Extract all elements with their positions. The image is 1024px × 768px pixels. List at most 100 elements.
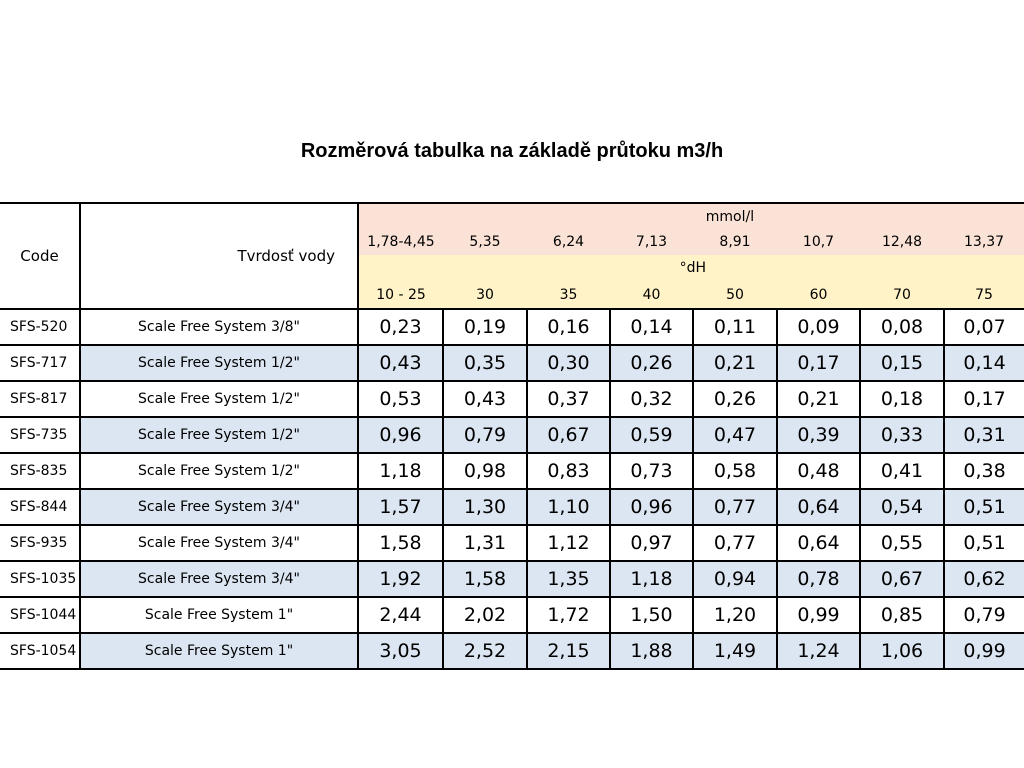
dh-values-row: 10 - 25 30 35 40 50 60 70 75 <box>0 281 1024 309</box>
dh-value-header: 50 <box>693 281 777 309</box>
flow-value-cell: 0,18 <box>859 380 944 417</box>
flow-value-cell: 0,64 <box>776 524 860 561</box>
flow-value-cell: 1,18 <box>609 560 693 597</box>
product-name-cell: Scale Free System 1/2" <box>79 416 358 453</box>
mmol-value-header: 10,7 <box>777 229 860 255</box>
flow-value-cell: 0,67 <box>526 416 610 453</box>
flow-value-cell: 0,39 <box>776 416 860 453</box>
sizing-table-container: Code Tvrdosť vody mmol/l 1,78-4,45 5,35 6,… <box>0 202 1024 670</box>
flow-value-cell: 1,57 <box>357 488 443 525</box>
flow-value-cell: 0,17 <box>776 344 860 381</box>
flow-value-cell: 3,05 <box>357 632 443 670</box>
flow-value-cell: 0,16 <box>526 308 610 345</box>
flow-value-cell: 0,97 <box>609 524 693 561</box>
flow-value-cell: 1,92 <box>357 560 443 597</box>
flow-value-cell: 0,11 <box>692 308 777 345</box>
table-row: SFS-717 Scale Free System 1/2" 0,43 0,35 0,3… <box>0 344 1024 381</box>
product-name-cell: Scale Free System 1" <box>79 632 358 670</box>
flow-value-cell: 1,50 <box>609 596 693 633</box>
flow-value-cell: 0,14 <box>609 308 693 345</box>
flow-value-cell: 0,38 <box>942 452 1024 489</box>
flow-value-cell: 0,23 <box>357 308 443 345</box>
dh-value-header: 60 <box>777 281 860 309</box>
flow-value-cell: 0,77 <box>692 524 777 561</box>
flow-value-cell: 1,72 <box>526 596 610 633</box>
mmol-value-header: 6,24 <box>527 229 610 255</box>
product-name-cell: Scale Free System 3/4" <box>79 524 358 561</box>
flow-value-cell: 1,58 <box>442 560 527 597</box>
flow-value-cell: 0,41 <box>859 452 944 489</box>
table-row: SFS-520 Scale Free System 3/8" 0,23 0,19 0,1… <box>0 308 1024 345</box>
flow-value-cell: 0,99 <box>942 632 1024 670</box>
flow-value-cell: 0,15 <box>859 344 944 381</box>
flow-value-cell: 0,59 <box>609 416 693 453</box>
product-name-cell: Scale Free System 1/2" <box>79 344 358 381</box>
flow-value-cell: 0,33 <box>859 416 944 453</box>
flow-value-cell: 1,31 <box>442 524 527 561</box>
flow-value-cell: 2,02 <box>442 596 527 633</box>
dh-value-header: 35 <box>527 281 610 309</box>
mmol-value-header: 7,13 <box>610 229 693 255</box>
flow-value-cell: 0,43 <box>357 344 443 381</box>
flow-value-cell: 1,12 <box>526 524 610 561</box>
product-code-cell: SFS-1054 <box>0 632 80 670</box>
mmol-value-header: 13,37 <box>944 229 1024 255</box>
product-code-cell: SFS-735 <box>0 416 80 453</box>
flow-value-cell: 0,96 <box>357 416 443 453</box>
table-row: SFS-844 Scale Free System 3/4" 1,57 1,30 1,1… <box>0 488 1024 525</box>
table-body: SFS-520 Scale Free System 3/8" 0,23 0,19 0,1… <box>0 308 1024 670</box>
dh-value-header: 30 <box>443 281 527 309</box>
product-code-cell: SFS-935 <box>0 524 80 561</box>
flow-value-cell: 0,47 <box>692 416 777 453</box>
flow-value-cell: 1,58 <box>357 524 443 561</box>
flow-value-cell: 0,99 <box>776 596 860 633</box>
product-code-cell: SFS-835 <box>0 452 80 489</box>
flow-value-cell: 1,35 <box>526 560 610 597</box>
mmol-value-header: 5,35 <box>443 229 527 255</box>
table-row: SFS-1035 Scale Free System 3/4" 1,92 1,58 1,… <box>0 560 1024 597</box>
dh-value-header: 40 <box>610 281 693 309</box>
flow-value-cell: 0,64 <box>776 488 860 525</box>
flow-value-cell: 0,26 <box>609 344 693 381</box>
flow-value-cell: 0,55 <box>859 524 944 561</box>
product-name-cell: Scale Free System 3/4" <box>79 560 358 597</box>
flow-value-cell: 0,96 <box>609 488 693 525</box>
dh-unit-label: °dH <box>356 255 1024 281</box>
product-code-cell: SFS-1044 <box>0 596 80 633</box>
flow-value-cell: 2,15 <box>526 632 610 670</box>
product-name-cell: Scale Free System 3/4" <box>79 488 358 525</box>
flow-value-cell: 0,51 <box>942 488 1024 525</box>
table-row: SFS-1054 Scale Free System 1" 3,05 2,52 2,15… <box>0 632 1024 670</box>
page-title: Rozměrová tabulka na základě průtoku m3/… <box>300 140 724 162</box>
sizing-table: Code Tvrdosť vody mmol/l 1,78-4,45 5,35 6,… <box>0 202 1024 670</box>
flow-value-cell: 0,77 <box>692 488 777 525</box>
flow-value-cell: 0,32 <box>609 380 693 417</box>
flow-value-cell: 1,88 <box>609 632 693 670</box>
flow-value-cell: 0,98 <box>442 452 527 489</box>
flow-value-cell: 0,79 <box>442 416 527 453</box>
flow-value-cell: 0,53 <box>357 380 443 417</box>
product-name-cell: Scale Free System 1/2" <box>79 380 358 417</box>
flow-value-cell: 0,78 <box>776 560 860 597</box>
flow-value-cell: 0,09 <box>776 308 860 345</box>
code-header: Code <box>0 202 80 309</box>
flow-value-cell: 0,07 <box>942 308 1024 345</box>
product-code-cell: SFS-717 <box>0 344 80 381</box>
mmol-unit-label: mmol/l <box>356 202 1024 229</box>
dh-value-header: 70 <box>860 281 944 309</box>
flow-value-cell: 0,14 <box>942 344 1024 381</box>
flow-value-cell: 0,08 <box>859 308 944 345</box>
flow-value-cell: 0,94 <box>692 560 777 597</box>
product-code-cell: SFS-844 <box>0 488 80 525</box>
mmol-value-header: 12,48 <box>860 229 944 255</box>
flow-value-cell: 0,26 <box>692 380 777 417</box>
flow-value-cell: 2,44 <box>357 596 443 633</box>
table-row: SFS-735 Scale Free System 1/2" 0,96 0,79 0,6… <box>0 416 1024 453</box>
flow-value-cell: 0,35 <box>442 344 527 381</box>
flow-value-cell: 0,79 <box>942 596 1024 633</box>
table-row: SFS-817 Scale Free System 1/2" 0,53 0,43 0,3… <box>0 380 1024 417</box>
flow-value-cell: 0,21 <box>692 344 777 381</box>
flow-value-cell: 0,48 <box>776 452 860 489</box>
dh-value-header: 75 <box>944 281 1024 309</box>
flow-value-cell: 0,85 <box>859 596 944 633</box>
